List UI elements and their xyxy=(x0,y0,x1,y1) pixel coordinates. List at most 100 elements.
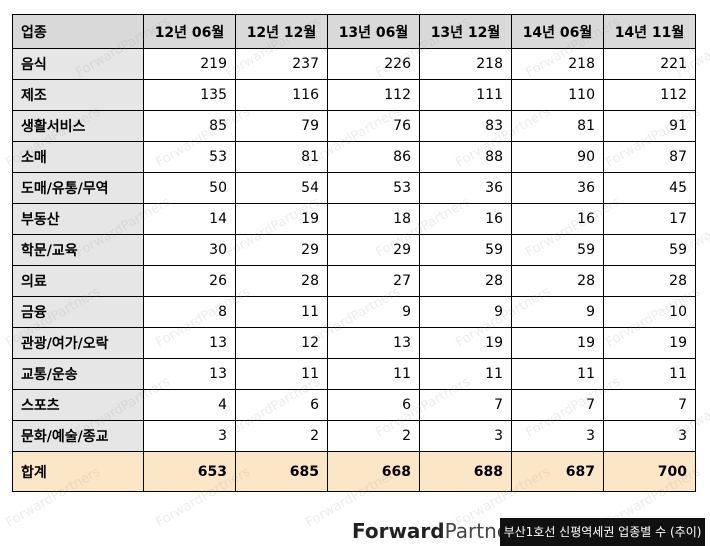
cell: 9 xyxy=(327,296,420,328)
cell: 237 xyxy=(235,48,328,80)
cell: 29 xyxy=(327,234,420,266)
cell: 3 xyxy=(511,420,604,452)
cell: 14년 06월 xyxy=(511,14,604,49)
cell: 12년 12월 xyxy=(235,14,328,49)
cell: 28 xyxy=(511,265,604,297)
cell: 81 xyxy=(511,110,604,142)
row-label: 음식 xyxy=(12,48,144,80)
cell: 111 xyxy=(419,79,512,111)
cell: 19 xyxy=(603,327,696,359)
cell: 685 xyxy=(235,451,328,492)
table-row: 도매/유통/무역 50 54 53 36 36 45 xyxy=(12,172,696,204)
row-label: 도매/유통/무역 xyxy=(12,172,144,204)
cell: 29 xyxy=(235,234,328,266)
row-label: 금융 xyxy=(12,296,144,328)
cell: 86 xyxy=(327,141,420,173)
cell: 7 xyxy=(511,389,604,421)
cell: 85 xyxy=(143,110,236,142)
cell: 59 xyxy=(603,234,696,266)
cell: 30 xyxy=(143,234,236,266)
cell: 14 xyxy=(143,203,236,235)
cell: 79 xyxy=(235,110,328,142)
table-row: 합계 653 685 668 688 687 700 xyxy=(12,451,696,492)
cell: 53 xyxy=(143,141,236,173)
cell: 28 xyxy=(603,265,696,297)
cell: 11 xyxy=(419,358,512,390)
row-label: 교통/운송 xyxy=(12,358,144,390)
cell: 112 xyxy=(327,79,420,111)
cell: 13 xyxy=(143,358,236,390)
cell: 3 xyxy=(419,420,512,452)
cell: 19 xyxy=(511,327,604,359)
cell: 11 xyxy=(235,296,328,328)
row-label: 문화/예술/종교 xyxy=(12,420,144,452)
table-row: 교통/운송 13 11 11 11 11 11 xyxy=(12,358,696,390)
cell: 7 xyxy=(419,389,512,421)
caption: 부산1호선 신평역세권 업종별 수 (추이) xyxy=(500,518,705,546)
cell: 668 xyxy=(327,451,420,492)
table-row: 의료 26 28 27 28 28 28 xyxy=(12,265,696,297)
cell: 11 xyxy=(327,358,420,390)
brand-bold: Forward xyxy=(352,519,445,543)
cell: 9 xyxy=(511,296,604,328)
table-row: 문화/예술/종교 3 2 2 3 3 3 xyxy=(12,420,696,452)
cell: 3 xyxy=(143,420,236,452)
cell: 3 xyxy=(603,420,696,452)
cell: 81 xyxy=(235,141,328,173)
cell: 688 xyxy=(419,451,512,492)
row-label: 학문/교육 xyxy=(12,234,144,266)
row-label: 합계 xyxy=(12,451,144,492)
table-row: 부동산 14 19 18 16 16 17 xyxy=(12,203,696,235)
cell: 218 xyxy=(419,48,512,80)
cell: 219 xyxy=(143,48,236,80)
cell: 12 xyxy=(235,327,328,359)
cell: 11 xyxy=(235,358,328,390)
cell: 18 xyxy=(327,203,420,235)
cell: 17 xyxy=(603,203,696,235)
row-label: 업종 xyxy=(12,14,144,49)
table-row: 학문/교육 30 29 29 59 59 59 xyxy=(12,234,696,266)
cell: 2 xyxy=(235,420,328,452)
cell: 6 xyxy=(235,389,328,421)
cell: 2 xyxy=(327,420,420,452)
cell: 221 xyxy=(603,48,696,80)
row-label: 생활서비스 xyxy=(12,110,144,142)
cell: 7 xyxy=(603,389,696,421)
cell: 110 xyxy=(511,79,604,111)
table-row: 금융 8 11 9 9 9 10 xyxy=(12,296,696,328)
table-row: 관광/여가/오락 13 12 13 19 19 19 xyxy=(12,327,696,359)
table-row: 음식 219 237 226 218 218 221 xyxy=(12,48,696,80)
cell: 91 xyxy=(603,110,696,142)
cell: 59 xyxy=(511,234,604,266)
cell: 28 xyxy=(235,265,328,297)
row-label: 스포츠 xyxy=(12,389,144,421)
data-table: 업종 12년 06월 12년 12월 13년 06월 13년 12월 14년 06월 14년… xyxy=(12,14,696,492)
cell: 13 xyxy=(143,327,236,359)
cell: 226 xyxy=(327,48,420,80)
cell: 10 xyxy=(603,296,696,328)
cell: 116 xyxy=(235,79,328,111)
cell: 19 xyxy=(419,327,512,359)
row-label: 소매 xyxy=(12,141,144,173)
cell: 218 xyxy=(511,48,604,80)
cell: 90 xyxy=(511,141,604,173)
table-row: 스포츠 4 6 6 7 7 7 xyxy=(12,389,696,421)
cell: 53 xyxy=(327,172,420,204)
cell: 59 xyxy=(419,234,512,266)
cell: 26 xyxy=(143,265,236,297)
cell: 13년 12월 xyxy=(419,14,512,49)
cell: 87 xyxy=(603,141,696,173)
cell: 4 xyxy=(143,389,236,421)
row-label: 부동산 xyxy=(12,203,144,235)
table-row: 생활서비스 85 79 76 83 81 91 xyxy=(12,110,696,142)
cell: 112 xyxy=(603,79,696,111)
cell: 14년 11월 xyxy=(603,14,696,49)
cell: 135 xyxy=(143,79,236,111)
cell: 45 xyxy=(603,172,696,204)
cell: 54 xyxy=(235,172,328,204)
table-row: 제조 135 116 112 111 110 112 xyxy=(12,79,696,111)
cell: 13 xyxy=(327,327,420,359)
cell: 27 xyxy=(327,265,420,297)
cell: 88 xyxy=(419,141,512,173)
